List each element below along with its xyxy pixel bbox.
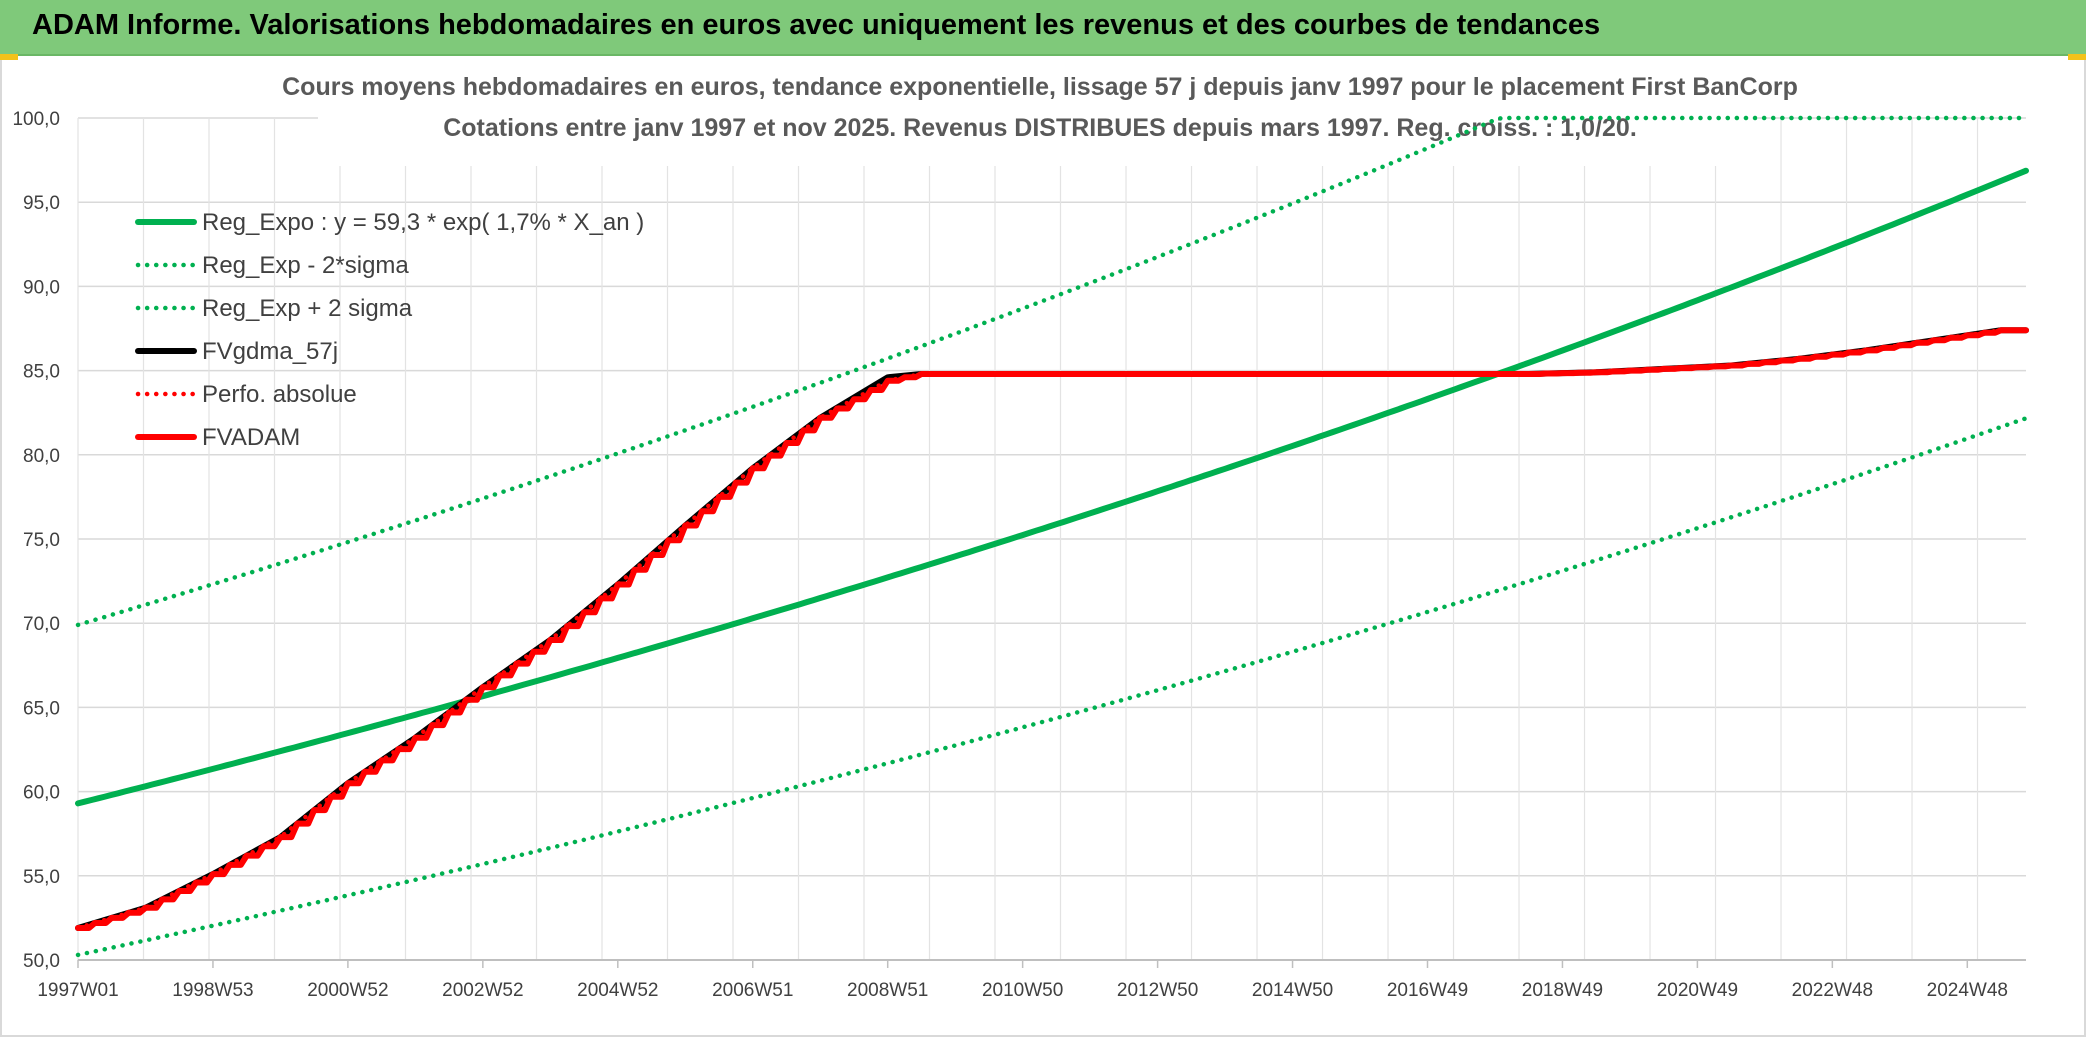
x-tick-label: 1997W01 [37, 980, 118, 1001]
x-tick-label: 2000W52 [307, 980, 388, 1001]
y-tick-label: 55,0 [23, 867, 60, 888]
x-tick-label: 2010W50 [982, 980, 1063, 1001]
x-tick-label: 2016W49 [1387, 980, 1468, 1001]
x-tick-label: 2020W49 [1657, 980, 1738, 1001]
series-line-4 [75, 327, 2029, 931]
y-tick-label: 90,0 [23, 277, 60, 298]
chart-title: Cours moyens hebdomadaires en euros, ten… [282, 73, 1798, 101]
y-tick-label: 70,0 [23, 614, 60, 635]
y-tick-label: 65,0 [23, 698, 60, 719]
legend-label: FVADAM [202, 424, 300, 451]
x-tick-label: 2014W50 [1252, 980, 1333, 1001]
series-line-1 [75, 416, 2029, 958]
report-title: ADAM Informe. Valorisations hebdomadaire… [32, 9, 1601, 41]
y-tick-label: 95,0 [23, 193, 60, 214]
series-line-2 [75, 115, 2029, 628]
corner-marker-left [0, 54, 18, 60]
x-tick-label: 1998W53 [172, 980, 253, 1001]
report-header: ADAM Informe. Valorisations hebdomadaire… [0, 0, 2086, 56]
chart-subtitle: Cotations entre janv 1997 et nov 2025. R… [443, 114, 1637, 142]
legend-label: Reg_Exp - 2*sigma [202, 252, 409, 279]
x-tick-label: 2024W48 [1927, 980, 2008, 1001]
legend-label: Reg_Expo : y = 59,3 * exp( 1,7% * X_an ) [202, 209, 644, 236]
legend-label: FVgdma_57j [202, 338, 338, 365]
x-tick-label: 2006W51 [712, 980, 793, 1001]
x-tick-label: 2008W51 [847, 980, 928, 1001]
series-line-5 [75, 327, 2029, 931]
legend-label: Perfo. absolue [202, 381, 357, 408]
y-tick-label: 85,0 [23, 362, 60, 383]
x-tick-label: 2018W49 [1522, 980, 1603, 1001]
y-tick-label: 100,0 [12, 109, 60, 130]
corner-marker-right [2068, 54, 2086, 60]
legend-label: Reg_Exp + 2 sigma [202, 295, 413, 322]
y-tick-label: 80,0 [23, 446, 60, 467]
y-tick-label: 60,0 [23, 783, 60, 804]
title-background [318, 56, 1758, 166]
y-tick-label: 75,0 [23, 530, 60, 551]
x-tick-label: 2012W50 [1117, 980, 1198, 1001]
x-tick-label: 2002W52 [442, 980, 523, 1001]
line-chart: 50,0 55,0 60,0 65,0 70,0 75,0 80,0 85,0 90,0 95,0… [12, 56, 2029, 1001]
x-tick-label: 2004W52 [577, 980, 658, 1001]
x-tick-label: 2022W48 [1792, 980, 1873, 1001]
series-line-3 [75, 327, 2029, 931]
series-line-0 [75, 167, 2029, 807]
y-tick-label: 50,0 [23, 951, 60, 972]
